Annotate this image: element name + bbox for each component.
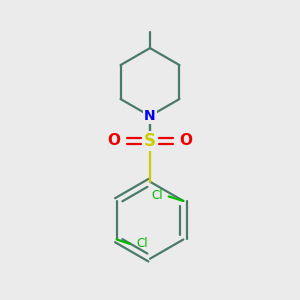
Text: S: S xyxy=(144,132,156,150)
Text: Cl: Cl xyxy=(136,238,148,250)
Text: N: N xyxy=(144,109,156,123)
Text: O: O xyxy=(108,134,121,148)
Text: N: N xyxy=(144,109,156,123)
Text: Cl: Cl xyxy=(151,189,163,202)
Text: O: O xyxy=(179,134,192,148)
